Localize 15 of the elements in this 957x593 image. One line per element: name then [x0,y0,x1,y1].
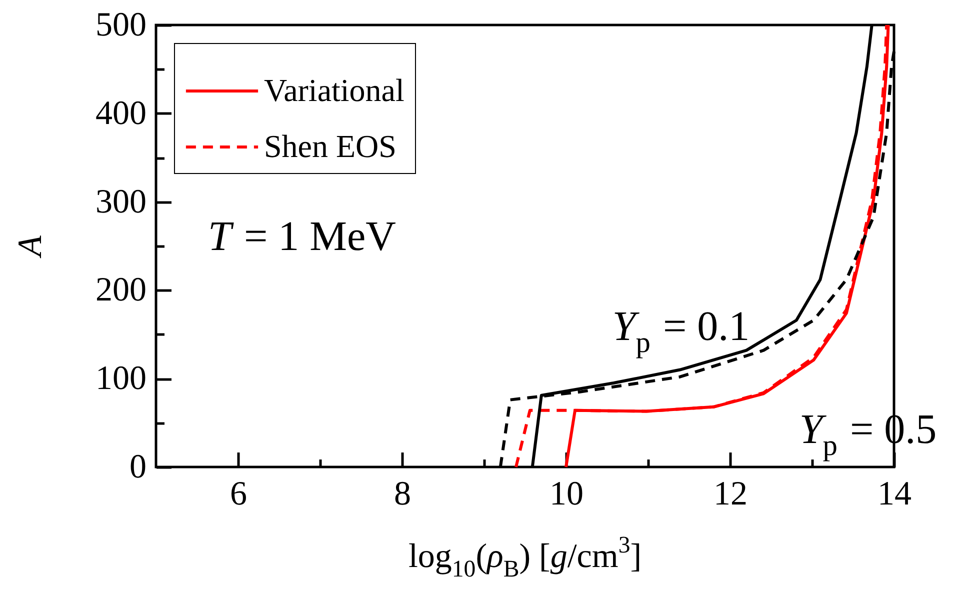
y-axis-title: A [12,235,49,258]
legend-label: Shen EOS [264,128,396,164]
y-tick-label: 200 [96,272,146,309]
x-tick-label: 10 [550,476,584,512]
x-tick-label: 14 [878,476,912,512]
y-tick-label: 100 [96,360,146,398]
annotation: T = 1 MeV [208,214,396,260]
y-tick-label: 500 [96,6,146,44]
y-tick-label: 400 [96,94,146,132]
x-tick-label: 8 [394,476,411,512]
x-tick-label: 6 [230,476,247,512]
legend-label: Variational [264,72,404,108]
y-tick-label: 0 [130,448,146,486]
y-tick-label: 300 [96,183,146,220]
x-tick-label: 12 [714,476,748,512]
